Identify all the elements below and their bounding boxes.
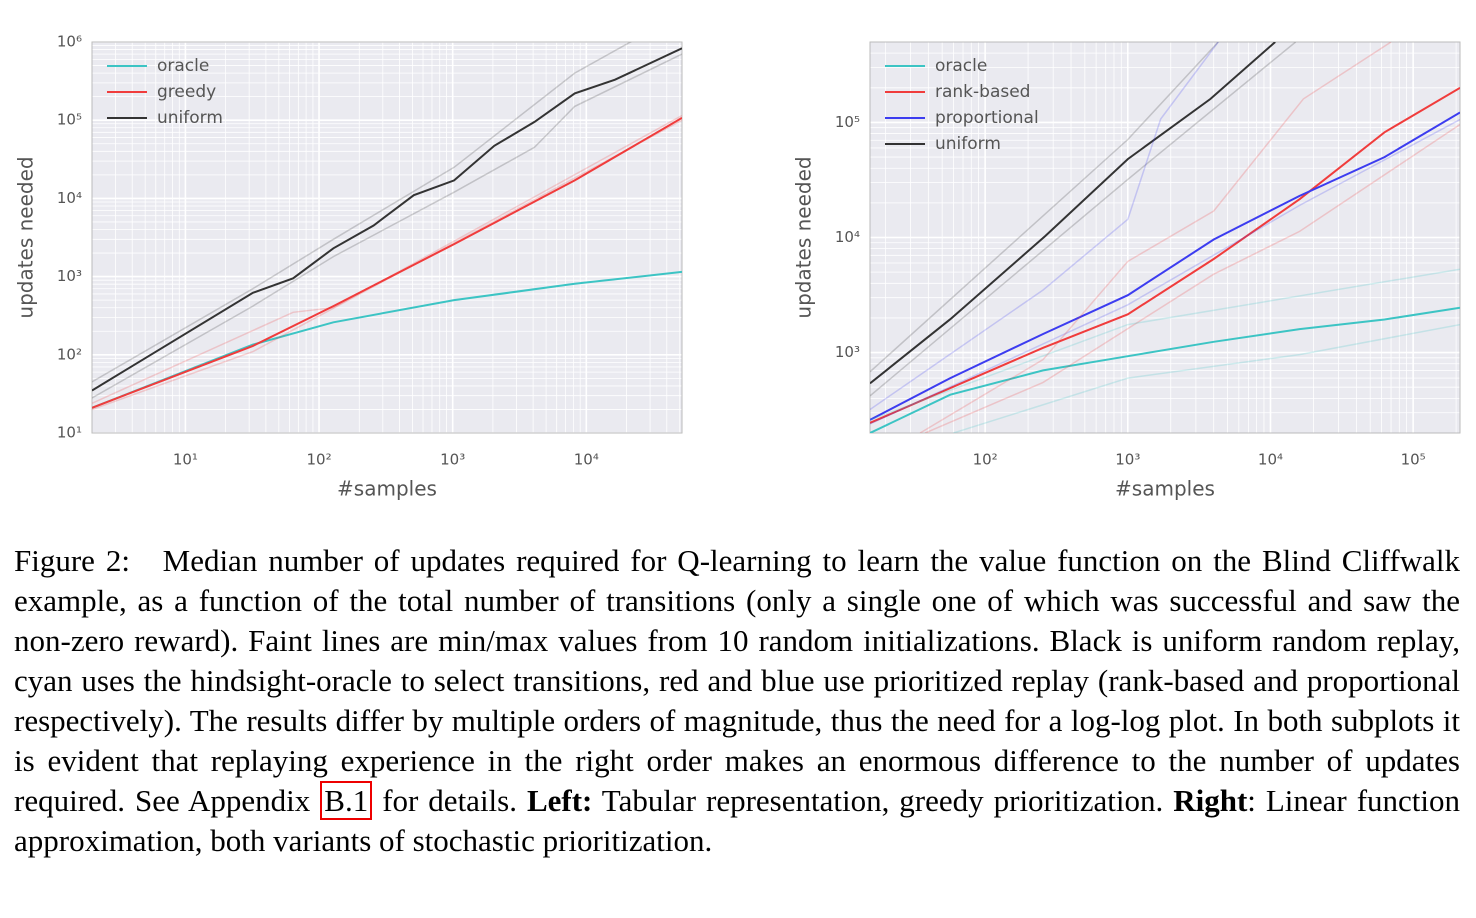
y-tick-label: 10³ xyxy=(835,343,860,361)
legend-label: greedy xyxy=(157,82,216,102)
legend-label: oracle xyxy=(935,56,987,76)
x-axis-label: #samples xyxy=(337,477,437,501)
minmax-line xyxy=(919,42,1392,433)
plot-frame xyxy=(869,41,1461,434)
legend-label: uniform xyxy=(157,108,223,128)
caption-text: Tabular representation, greedy prioritiz… xyxy=(601,783,1164,818)
minmax-line xyxy=(870,42,1219,411)
series-line xyxy=(870,86,1460,424)
y-axis-label: updates needed xyxy=(14,156,38,318)
x-tick-label: 10⁴ xyxy=(1258,451,1283,469)
caption: Figure 2: Median number of updates requi… xyxy=(14,541,1460,861)
minmax-line xyxy=(92,42,632,383)
minmax-line xyxy=(92,53,682,399)
legend-label: uniform xyxy=(935,134,1001,154)
x-tick-label: 10² xyxy=(973,451,998,469)
legend-label: rank-based xyxy=(935,82,1030,102)
y-tick-label: 10⁵ xyxy=(57,111,82,129)
minmax-line xyxy=(92,114,682,404)
plot-area xyxy=(92,42,682,433)
y-tick-label: 10¹ xyxy=(57,424,82,442)
y-tick-label: 10⁴ xyxy=(835,228,860,246)
legend-label: oracle xyxy=(157,56,209,76)
caption-body: Median number of updates required for Q-… xyxy=(14,543,1460,818)
x-tick-label: 10² xyxy=(306,451,331,469)
minmax-line xyxy=(870,268,1460,421)
caption-text: for details. xyxy=(382,783,517,818)
y-tick-label: 10³ xyxy=(57,267,82,285)
series-line xyxy=(92,117,682,409)
minmax-line xyxy=(870,118,1460,425)
x-tick-label: 10³ xyxy=(1115,451,1140,469)
series-line xyxy=(870,42,1276,385)
left-label: Left: xyxy=(526,783,593,818)
y-tick-label: 10² xyxy=(57,345,82,363)
series-line xyxy=(92,47,682,392)
figure-label: Figure 2: xyxy=(14,543,130,578)
minmax-line xyxy=(953,323,1460,433)
x-tick-label: 10⁴ xyxy=(574,451,599,469)
y-tick-label: 10⁵ xyxy=(835,113,860,131)
series-line xyxy=(92,270,682,409)
figure: 10¹ 10² 10³ 10⁴ 10¹ 10² 10³ 10⁴ 10⁵ 10⁶ #samples up… xyxy=(14,33,1461,501)
minmax-line xyxy=(924,123,1460,433)
series-line xyxy=(870,111,1460,421)
x-tick-label: 10³ xyxy=(440,451,465,469)
plot-lines xyxy=(870,42,1460,433)
x-tick-label: 10¹ xyxy=(173,451,198,469)
y-tick-label: 10⁴ xyxy=(57,189,82,207)
right-label: Right xyxy=(1173,783,1248,818)
minmax-line xyxy=(870,42,1297,397)
x-axis-label: #samples xyxy=(1115,477,1215,501)
x-tick-label: 10⁵ xyxy=(1401,451,1426,469)
minmax-line xyxy=(92,119,682,411)
plot-lines xyxy=(92,42,682,411)
y-axis-label: updates needed xyxy=(792,156,816,318)
series-line xyxy=(870,306,1460,433)
legend-label: proportional xyxy=(935,108,1039,128)
plot-frame xyxy=(91,41,683,434)
minmax-line xyxy=(870,42,1219,373)
caption-text: : Linear function approximation, both va… xyxy=(14,783,1461,858)
appendix-ref[interactable]: B.1 xyxy=(320,781,373,820)
y-tick-label: 10⁶ xyxy=(57,33,82,51)
